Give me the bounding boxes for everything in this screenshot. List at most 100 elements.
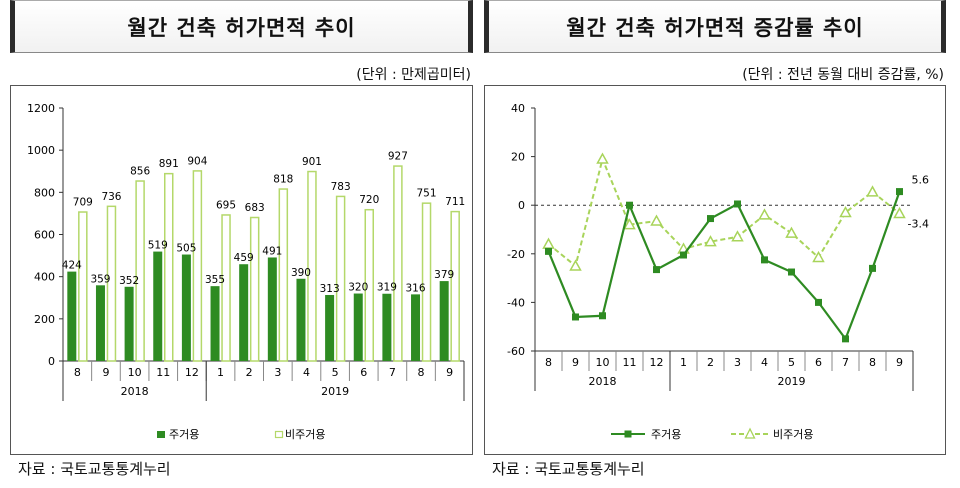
x-tick-label: 1: [217, 366, 224, 379]
point-residential: [896, 188, 903, 196]
bar-non-residential: [307, 170, 317, 362]
bar-value-label-non-residential: 891: [159, 158, 179, 170]
x-tick-label: 9: [572, 356, 579, 369]
bar-value-label-non-residential: 904: [187, 155, 207, 167]
bar-non-residential: [221, 214, 231, 362]
bar-value-label-residential: 352: [119, 275, 139, 287]
y-tick-label: 0: [518, 199, 525, 212]
bar-value-label-residential: 491: [262, 245, 282, 257]
right-unit-label: (단위 : 전년 동월 대비 증감률, %): [742, 67, 944, 83]
bar-value-label-non-residential: 751: [417, 188, 437, 200]
bar-residential: [124, 286, 134, 361]
point-non-residential: [542, 237, 555, 249]
y-tick-label: 0: [48, 355, 55, 368]
bar-residential: [67, 271, 77, 361]
point-non-residential: [704, 235, 717, 247]
right-source-note: 자료 : 국토교통통계누리: [492, 460, 645, 478]
x-tick-label: 10: [596, 356, 610, 369]
x-tick-label: 12: [650, 356, 664, 369]
bar-value-label-residential: 320: [348, 282, 368, 294]
point-residential: [545, 247, 552, 255]
bar-non-residential: [78, 211, 88, 362]
right-panel: 월간 건축 허가면적 증감률 추이 (단위 : 전년 동월 대비 증감률, %)…: [484, 0, 946, 478]
legend-swatch-residential: [157, 431, 165, 438]
year-label: 2019: [321, 385, 349, 398]
bar-residential: [353, 293, 363, 361]
bar-value-label-residential: 519: [148, 240, 168, 252]
series-line-non-residential: [547, 155, 901, 268]
bar-non-residential: [164, 172, 174, 362]
year-label: 2019: [778, 375, 806, 388]
left-unit-label: (단위 : 만제곱미터): [356, 67, 471, 83]
bar-value-label-residential: 379: [434, 269, 454, 281]
bar-non-residential: [393, 165, 403, 362]
bar-value-label-residential: 313: [320, 283, 340, 295]
bar-residential: [439, 281, 449, 361]
x-tick-label: 4: [761, 356, 768, 369]
bar-residential: [181, 254, 191, 361]
point-residential: [761, 256, 768, 264]
bar-value-label-non-residential: 901: [302, 156, 322, 168]
bar-value-label-non-residential: 711: [445, 196, 465, 208]
annotation-non-residential-last: -3.4: [908, 217, 929, 230]
y-tick-label: -60: [507, 345, 525, 358]
bar-value-label-non-residential: 856: [130, 166, 150, 178]
point-residential: [815, 298, 822, 306]
point-residential: [626, 201, 633, 209]
bar-value-label-non-residential: 720: [359, 194, 379, 206]
bar-value-label-non-residential: 818: [273, 174, 293, 186]
bar-residential: [382, 293, 392, 361]
point-residential: [572, 313, 579, 321]
bar-residential: [325, 295, 335, 361]
bar-value-label-non-residential: 736: [101, 191, 121, 203]
bar-value-label-residential: 459: [234, 252, 254, 264]
y-tick-label: 40: [511, 102, 525, 115]
point-non-residential: [650, 214, 663, 226]
bar-value-label-residential: 319: [377, 282, 397, 294]
x-tick-label: 6: [360, 366, 367, 379]
bar-residential: [296, 278, 306, 361]
bar-value-label-residential: 505: [176, 243, 196, 255]
point-non-residential: [893, 206, 906, 219]
x-tick-label: 8: [545, 356, 552, 369]
left-chart-frame: 0 200 400 600 800 1000 1200 424 709 8 359 736 9 352 85…: [10, 85, 473, 455]
x-tick-label: 12: [185, 366, 199, 379]
year-label: 2018: [121, 385, 149, 398]
y-tick-label: 1000: [27, 144, 55, 157]
point-non-residential: [623, 218, 636, 230]
bar-value-label-non-residential: 683: [245, 202, 265, 214]
bar-value-label-residential: 424: [62, 260, 82, 272]
bar-non-residential: [364, 208, 374, 362]
x-tick-label: 2: [246, 366, 253, 379]
x-tick-label: 1: [680, 356, 687, 369]
bar-chart: 0200400600800100012004247098359736935285…: [27, 102, 465, 441]
x-tick-label: 2: [707, 356, 714, 369]
bar-value-label-residential: 316: [406, 282, 426, 294]
x-tick-label: 5: [332, 366, 339, 379]
annotation-residential-last: 5.6: [912, 174, 930, 187]
x-tick-label: 9: [896, 356, 903, 369]
bar-residential: [153, 251, 163, 361]
bar-non-residential: [192, 170, 203, 362]
x-tick-label: 7: [842, 356, 849, 369]
point-non-residential: [812, 250, 825, 263]
bar-value-label-non-residential: 709: [73, 197, 93, 209]
y-tick-label: 20: [511, 151, 525, 164]
point-non-residential: [866, 185, 879, 197]
right-title-bar: 월간 건축 허가면적 증감률 추이: [484, 0, 946, 53]
bar-non-residential: [335, 195, 346, 362]
point-residential: [680, 251, 687, 259]
bar-value-label-residential: 390: [291, 267, 311, 279]
point-residential: [707, 215, 714, 223]
bar-value-label-residential: 355: [205, 274, 225, 286]
point-non-residential: [731, 230, 744, 242]
point-residential: [653, 266, 660, 274]
legend-swatch-non-residential: [274, 430, 284, 439]
point-non-residential: [839, 205, 852, 218]
x-tick-label: 9: [446, 366, 453, 379]
x-tick-label: 10: [128, 366, 142, 379]
right-chart-frame: -60 -40 -20 0 20 40 8 9 10 11 12 1 2 3 4 5 6 7 8 9 2018 2019 5…: [484, 85, 946, 455]
x-tick-label: 3: [274, 366, 281, 379]
point-residential: [842, 335, 849, 343]
legend-marker-non-residential: [744, 427, 756, 439]
